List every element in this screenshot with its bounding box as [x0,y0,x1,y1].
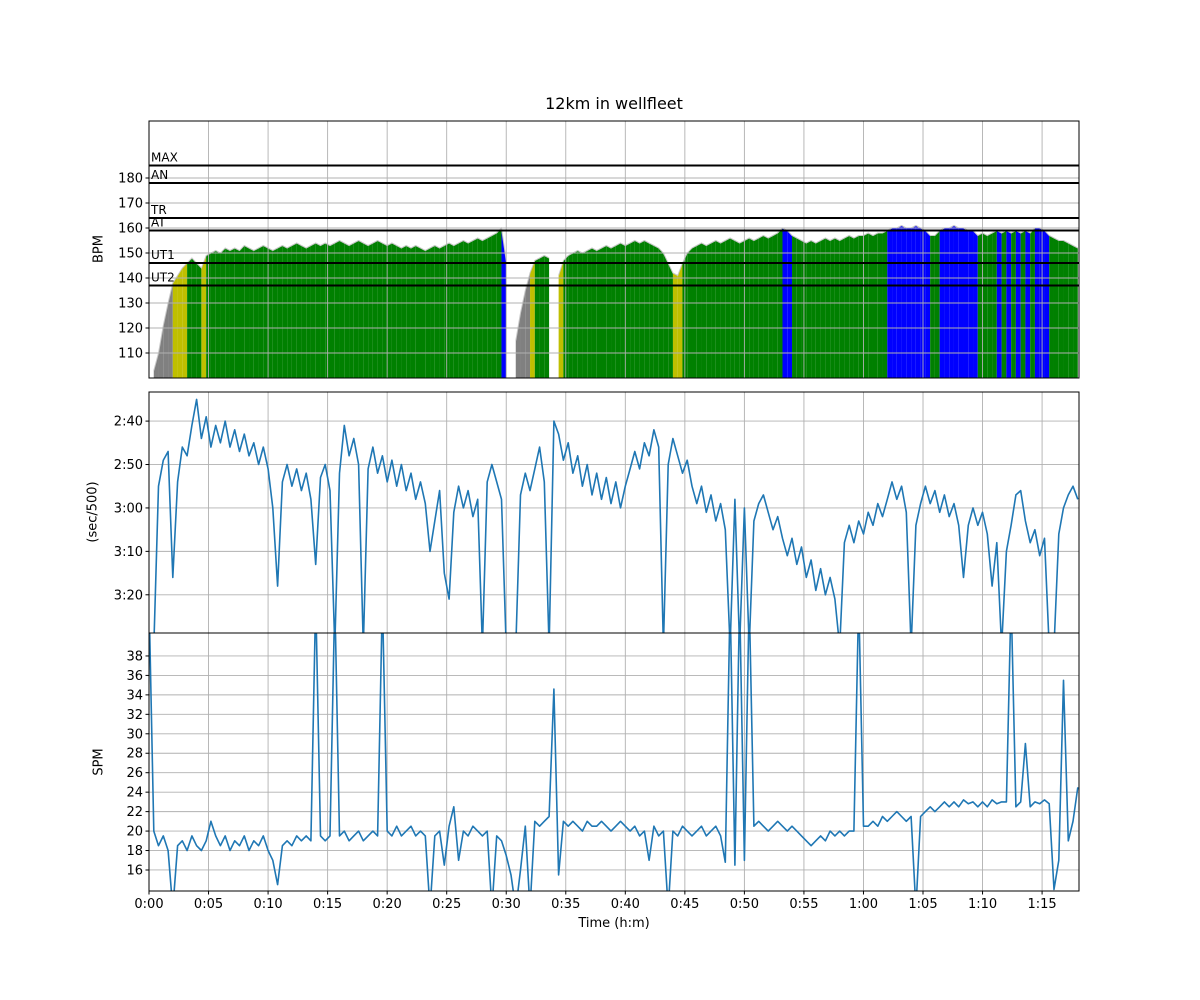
svg-text:1:00: 1:00 [849,897,878,912]
svg-text:0:05: 0:05 [194,897,223,912]
hr-y-axis-label: BPM [91,235,107,263]
svg-text:0:20: 0:20 [373,897,402,912]
svg-text:18: 18 [126,844,143,859]
svg-text:UT1: UT1 [151,248,175,262]
svg-text:160: 160 [118,222,143,237]
svg-text:180: 180 [118,172,143,187]
svg-text:0:25: 0:25 [432,897,461,912]
svg-text:34: 34 [126,688,143,703]
x-axis-label: Time (h:m) [578,916,650,931]
svg-text:130: 130 [118,297,143,312]
svg-text:170: 170 [118,197,143,212]
svg-text:MAX: MAX [151,151,178,165]
svg-text:0:35: 0:35 [551,897,580,912]
svg-text:120: 120 [118,322,143,337]
svg-text:0:50: 0:50 [730,897,759,912]
svg-text:TR: TR [150,203,167,217]
svg-text:26: 26 [126,766,143,781]
svg-text:3:00: 3:00 [114,501,143,516]
svg-text:0:55: 0:55 [789,897,818,912]
svg-text:AT: AT [151,216,166,230]
svg-text:140: 140 [118,272,143,287]
svg-text:1:05: 1:05 [908,897,937,912]
svg-text:150: 150 [118,247,143,262]
svg-text:0:45: 0:45 [670,897,699,912]
chart-title: 12km in wellfleet [545,94,683,113]
svg-text:22: 22 [126,805,143,820]
svg-text:24: 24 [126,786,143,801]
svg-text:28: 28 [126,747,143,762]
svg-text:1:15: 1:15 [1027,897,1056,912]
pace-y-axis-label: (sec/500) [85,481,101,543]
svg-text:2:50: 2:50 [114,458,143,473]
svg-text:AN: AN [151,168,168,182]
svg-text:30: 30 [126,727,143,742]
svg-text:2:40: 2:40 [114,415,143,430]
svg-text:UT2: UT2 [151,271,175,285]
svg-text:32: 32 [126,708,143,723]
svg-text:0:00: 0:00 [134,897,163,912]
svg-text:3:10: 3:10 [114,545,143,560]
svg-text:20: 20 [126,825,143,840]
spm-y-axis-label: SPM [91,748,107,776]
svg-text:16: 16 [126,863,143,878]
svg-text:3:20: 3:20 [114,588,143,603]
svg-text:0:15: 0:15 [313,897,342,912]
svg-text:0:10: 0:10 [253,897,282,912]
svg-text:110: 110 [118,347,143,362]
svg-text:38: 38 [126,649,143,664]
svg-text:0:40: 0:40 [611,897,640,912]
svg-text:36: 36 [126,669,143,684]
svg-text:1:10: 1:10 [968,897,997,912]
svg-text:0:30: 0:30 [492,897,521,912]
